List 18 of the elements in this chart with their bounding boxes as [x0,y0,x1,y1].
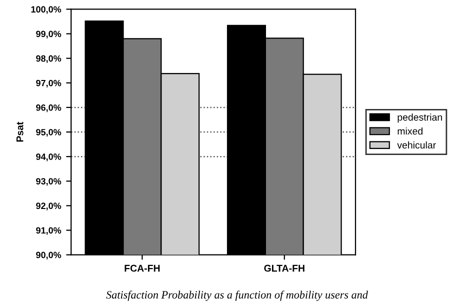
text: Satisfaction Probability as a function of mobility users and [106,290,368,301]
y-tick-label: 91,0% [36,227,62,235]
x-tick-label: GLTA-FH [264,264,304,272]
y-tick-label: 92,0% [36,202,62,210]
y-tick-label: 95,0% [36,128,62,137]
y-tick-label: 93,0% [36,178,62,186]
legend-label: pedestrian [398,114,442,123]
y-tick-label: 96,0% [36,104,62,112]
legend-label: vehicular [397,141,436,149]
y-tick-label: 98,0% [36,55,62,63]
y-axis-title: Psat [16,122,24,142]
y-tick-label: 90,0% [36,252,62,260]
y-tick-label: 94,0% [36,154,62,162]
y-tick-label: 100,0% [31,6,62,14]
legend-label: mixed [398,127,422,135]
y-tick-label: 99,0% [36,30,62,38]
y-tick-label: 97,0% [36,80,62,88]
x-tick-label: FCA-FH [124,264,160,272]
